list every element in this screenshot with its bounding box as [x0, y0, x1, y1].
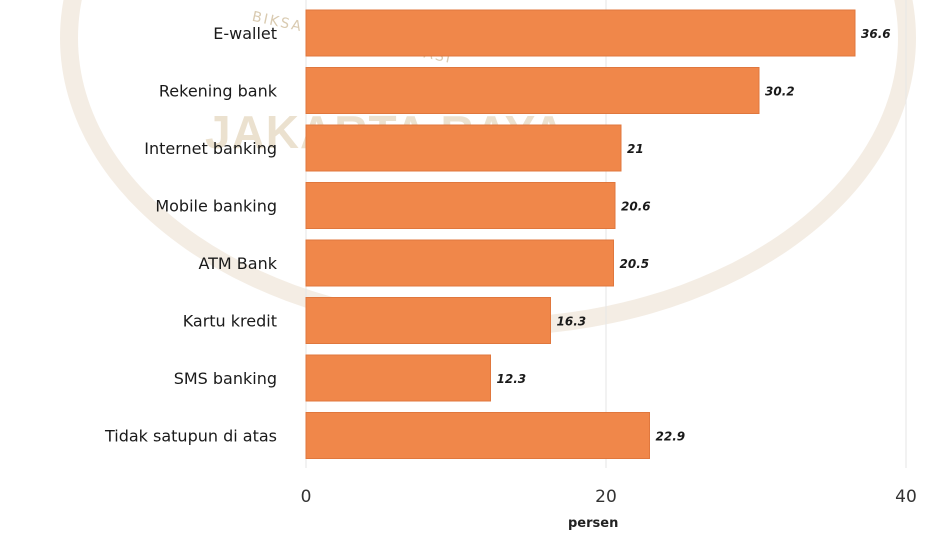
x-tick-label: 40: [895, 487, 917, 507]
category-label: Mobile banking: [155, 197, 277, 216]
x-tick-label: 0: [301, 487, 312, 507]
x-axis-label: persen: [568, 516, 619, 531]
category-label: ATM Bank: [198, 254, 277, 273]
value-label: 12.3: [497, 372, 527, 386]
bar-1: [305, 9, 856, 57]
category-label: SMS banking: [174, 369, 277, 388]
x-tick-label: 20: [595, 487, 617, 507]
value-label: 22.9: [656, 430, 686, 444]
bar-8: [305, 412, 650, 459]
value-label: 20.5: [620, 257, 650, 271]
value-label: 20.6: [621, 200, 651, 214]
bar-3: [305, 124, 622, 172]
category-label: Rekening bank: [159, 82, 278, 101]
category-label: Tidak satupun di atas: [104, 427, 277, 446]
bar-4: [305, 182, 616, 229]
bar-7: [305, 354, 491, 402]
category-label: Internet banking: [144, 139, 277, 158]
category-label: Kartu kredit: [183, 312, 277, 331]
value-label: 30.2: [765, 85, 795, 99]
value-label: 21: [627, 142, 644, 156]
bar-6: [305, 297, 551, 344]
category-label: E-wallet: [213, 24, 277, 43]
bar-5: [305, 239, 614, 287]
value-label: 16.3: [557, 315, 587, 329]
value-label: 36.6: [861, 27, 891, 41]
bar-2: [305, 67, 760, 114]
